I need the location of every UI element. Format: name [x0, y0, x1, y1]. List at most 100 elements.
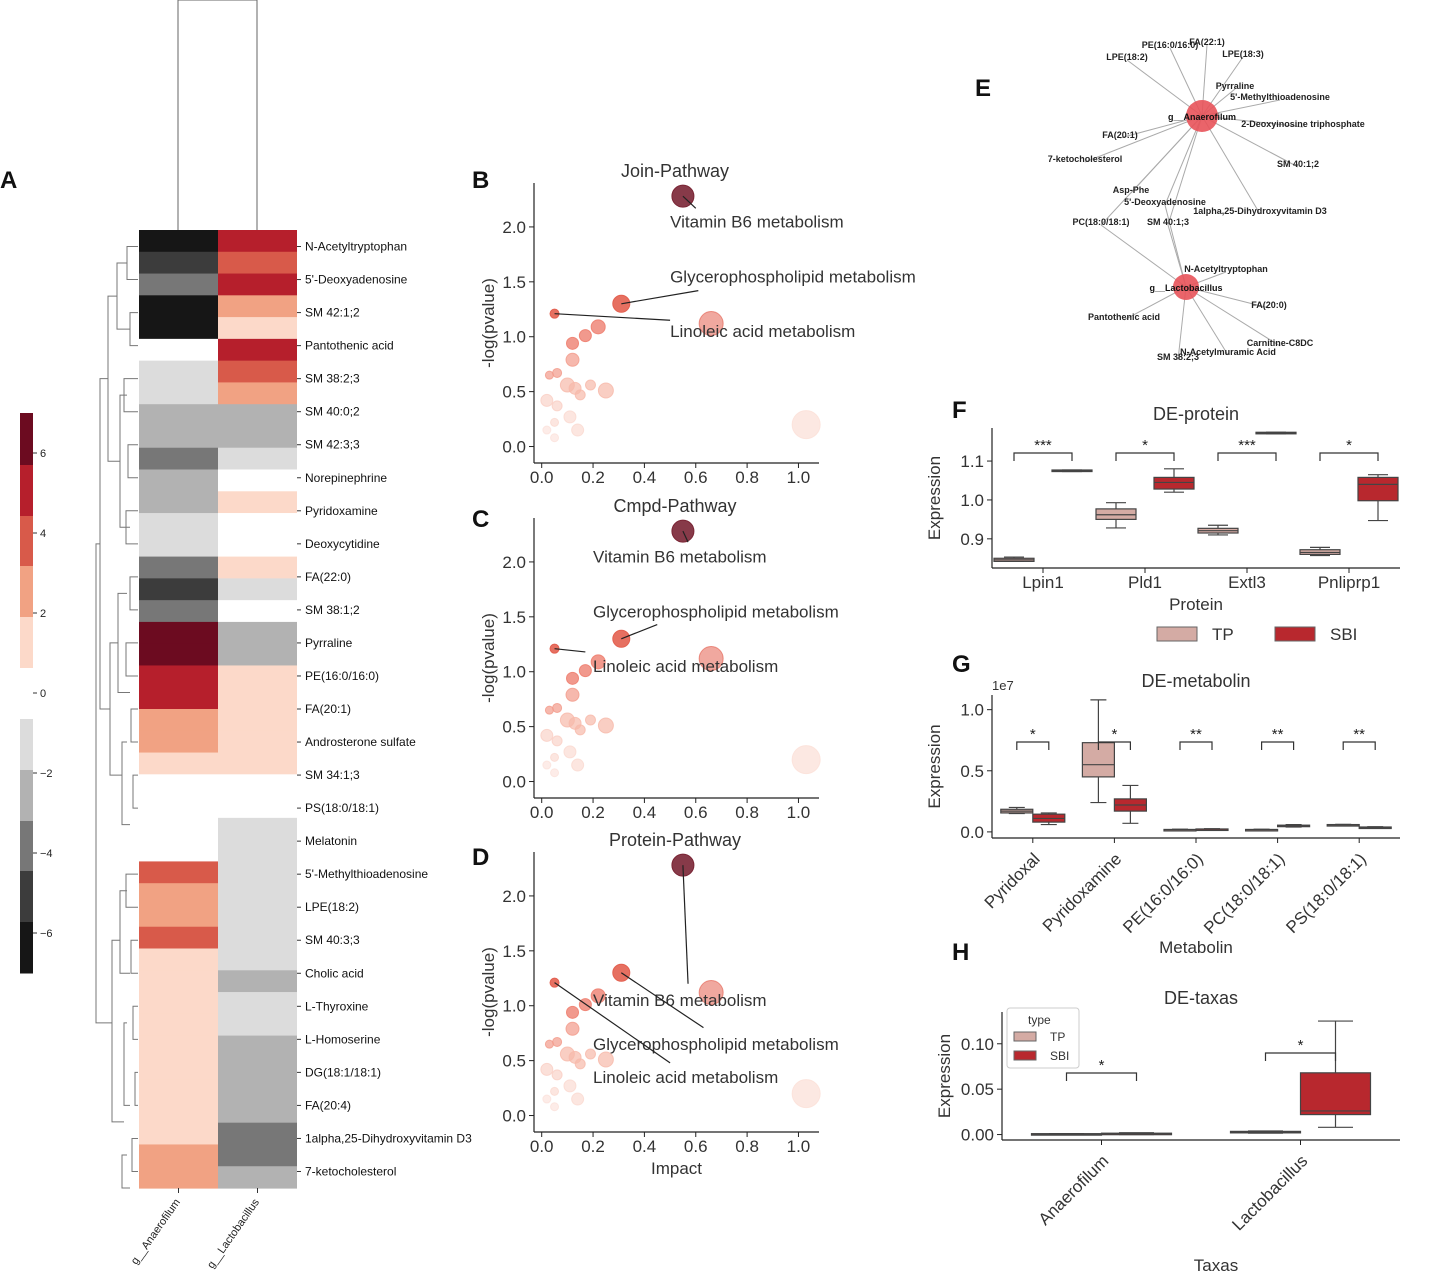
significance-label: **	[1190, 726, 1202, 743]
scatter-point	[552, 702, 563, 713]
significance-label: *	[1030, 726, 1036, 743]
network-edge	[1164, 115, 1203, 206]
colorbar-tick-label: 0	[40, 688, 46, 700]
y-tick-label: 1.0	[960, 491, 984, 510]
heatmap-cell	[139, 752, 218, 775]
network-hub	[1173, 274, 1199, 300]
dendrogram-branch	[129, 312, 138, 347]
x-tick-label: PE(16:0/16:0)	[1119, 849, 1207, 937]
scatter-point	[791, 1079, 821, 1109]
significance-bracket: *	[1016, 726, 1050, 750]
heatmap-cell	[139, 839, 218, 863]
annotation-label: Vitamin B6 metabolism	[670, 212, 844, 231]
scatter-point	[590, 654, 606, 670]
heatmap-cell	[218, 1035, 297, 1058]
network-node-label: Pantothenic acid	[1088, 312, 1160, 322]
scatter-point	[551, 735, 563, 747]
panel-letter-f: F	[952, 397, 967, 424]
scatter-panel-c: 0.0 0.2 0.4 0.6 0.8 1.0 0.0 0.5 1.0 1.5 2.0 Cmpd-Pa…	[479, 496, 839, 822]
network-edge	[1201, 115, 1304, 128]
y-tick-label: 1.0	[502, 997, 526, 1016]
heatmap-row-label: SM 40:0;2	[305, 405, 360, 419]
scatter-point	[550, 433, 560, 443]
bracket-line	[1179, 741, 1213, 750]
scatter-point	[698, 980, 724, 1006]
significance-bracket: *	[1065, 1057, 1138, 1081]
annotation-line	[620, 972, 704, 1029]
network-node-label: FA(22:1)	[1189, 37, 1225, 47]
x-tick-label: 0.2	[581, 1137, 605, 1156]
heatmap-cell	[139, 774, 218, 797]
scatter-point	[565, 687, 580, 702]
scatter-point	[542, 425, 552, 435]
heatmap-row-label: FA(22:0)	[305, 570, 351, 584]
x-tick-label: 0.8	[735, 1137, 759, 1156]
y-tick-label: 1.1	[960, 452, 984, 471]
x-tick-label: 1.0	[787, 468, 811, 487]
legend-swatch-sbi	[1274, 626, 1316, 642]
scatter-point	[542, 1094, 552, 1104]
heatmap-cell	[139, 1166, 218, 1189]
scatter-point	[571, 758, 585, 772]
x-tick-label: 0.4	[633, 803, 657, 822]
network-edge	[1084, 115, 1203, 163]
heatmap-cell	[218, 578, 297, 601]
colorbar-segment	[20, 719, 33, 771]
heatmap-cell	[218, 425, 297, 449]
x-tick-label: PC(18:0/18:1)	[1200, 849, 1288, 937]
scatter-point	[551, 1069, 563, 1081]
panel-letter-c: C	[472, 506, 489, 533]
heatmap-cell	[218, 1144, 297, 1167]
heatmap-cell	[139, 643, 218, 667]
scatter-point	[552, 1036, 563, 1047]
heatmap-cell	[218, 1122, 297, 1146]
scatter-point	[563, 745, 577, 759]
y-axis-label: -log(pvalue)	[479, 613, 498, 703]
colorbar-tick-label: −4	[40, 848, 53, 860]
network-edge	[1167, 115, 1203, 226]
scatter-point	[791, 745, 821, 775]
annotation-label: Linoleic acid metabolism	[593, 1068, 778, 1087]
y-tick-label: 0.0	[502, 438, 526, 457]
colorbar-segment	[20, 871, 33, 923]
heatmap-cell	[218, 926, 297, 950]
network-edge	[1201, 115, 1299, 168]
heatmap-cell	[139, 1079, 218, 1102]
heatmap-cell	[139, 1122, 218, 1146]
dendrogram-branch	[95, 543, 112, 1024]
network-node-label: 5'-Methylthioadenosine	[1230, 92, 1330, 102]
annotation-line	[554, 982, 671, 1064]
network-edge	[1201, 115, 1261, 215]
scatter-point	[571, 423, 585, 437]
heatmap-cell	[218, 273, 297, 296]
x-tick-label: 0.8	[735, 468, 759, 487]
network-node-label: PE(16:0/16:0)	[1142, 40, 1199, 50]
colorbar-tick-label: 6	[40, 448, 46, 460]
bracket-line	[1217, 452, 1277, 461]
scatter-panel-b: 0.0 0.2 0.4 0.6 0.8 1.0 0.0 0.5 1.0 1.5 2.0 Join-Pa…	[479, 161, 916, 487]
y-axis-label: Expression	[925, 724, 944, 808]
legend-f: TP SBI	[1156, 625, 1357, 644]
heatmap-cell	[218, 621, 297, 645]
significance-bracket: *	[1319, 437, 1379, 461]
network-edge	[1185, 286, 1281, 347]
scale-label: 1e7	[992, 678, 1014, 693]
x-tick-label: 0.4	[633, 1137, 657, 1156]
legend-label-tp: TP	[1050, 1030, 1065, 1044]
heatmap-cell	[139, 796, 218, 819]
network-node-label: N-Acetylmuramic Acid	[1180, 347, 1276, 357]
heatmap-cell	[139, 1013, 218, 1037]
heatmap-cell	[139, 665, 218, 688]
heatmap-cell	[218, 948, 297, 971]
y-tick-label: 0.0	[502, 1107, 526, 1126]
heatmap-cell	[218, 883, 297, 906]
x-tick-label: 0.6	[684, 803, 708, 822]
y-tick-label: 0.9	[960, 530, 984, 549]
annotation-label: Linoleic acid metabolism	[670, 322, 855, 341]
scatter-point	[540, 393, 554, 407]
y-tick-label: 1.5	[502, 942, 526, 961]
heatmap-col-label: g__Anaerofilum	[129, 1197, 183, 1267]
heatmap-row-label: SM 40:3;3	[305, 933, 360, 947]
heatmap-row-label: 7-ketocholesterol	[305, 1164, 396, 1178]
annotation-label: Linoleic acid metabolism	[593, 657, 778, 676]
